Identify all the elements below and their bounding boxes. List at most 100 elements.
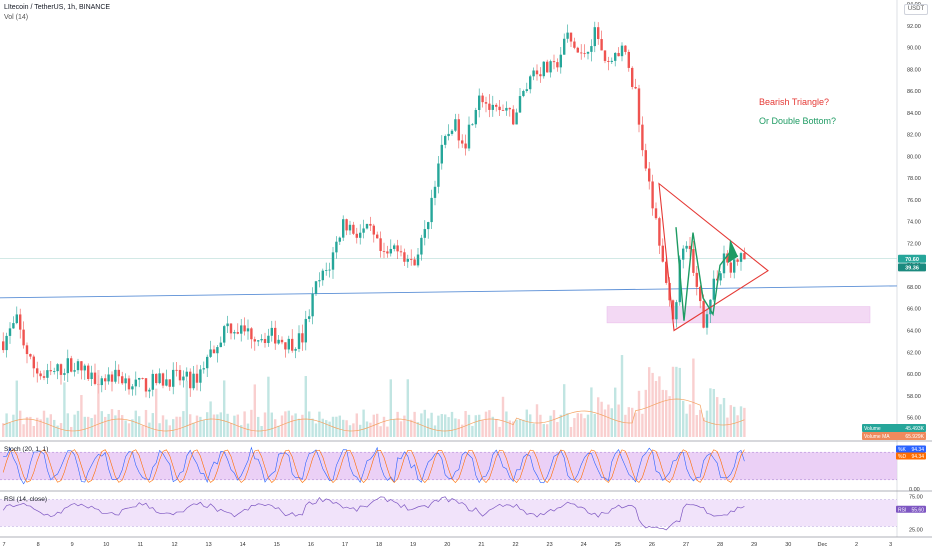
time-tick-label: 15 [274,542,280,548]
volume-bar [233,415,236,437]
volume-bar [206,412,209,437]
candle-body [280,339,284,343]
stoch-d-badge-bg [896,452,926,460]
annotation-bearish-triangle: Bearish Triangle? [759,97,829,107]
volume-bar [308,411,311,437]
candle-body [416,254,420,266]
volume-bar [284,411,287,437]
candle-body [12,323,15,329]
volume-bar [76,410,80,437]
volume-bar [580,413,583,437]
stoch-k-badge-tag: %K [898,447,906,453]
candle-body [172,369,175,387]
volume-bar [297,418,301,437]
volume-bar [345,420,348,437]
symbol-title[interactable]: LItecoin / TetherUS, 1h, BINANCE [4,4,111,11]
volume-bar [396,411,399,437]
candle-body [42,376,46,378]
candle-body [498,106,501,111]
candles-group [2,21,746,399]
volume-bar [410,419,413,437]
volume-bar [168,425,171,437]
volume-bar [321,418,324,437]
volume-bar [175,416,178,437]
candle-body [246,328,250,332]
candle-body [705,314,709,328]
candle-body [399,251,403,253]
candle-body [447,133,450,137]
candle-body [406,259,409,262]
volume-bar [141,425,144,437]
candle-body [522,90,525,97]
volume-bar [257,416,260,437]
volume-bar [42,410,46,437]
candle-body [454,119,457,131]
candle-body [508,107,511,110]
candle-body [297,333,301,349]
candle-body [314,281,318,294]
candle-body [719,273,722,281]
time-tick-label: 16 [308,542,314,548]
volume-bar [729,405,732,437]
time-tick-label: 9 [71,542,74,548]
rsi-band [0,499,897,527]
candle-body [539,74,542,77]
candle-body [155,373,158,384]
volume-bar [654,380,658,437]
volume-bar [454,418,457,437]
time-tick-label: Dec [818,542,828,548]
volume-bar [648,367,651,437]
volume-indicator-title[interactable]: Vol (14) [4,14,29,21]
candle-body [678,259,681,303]
price-tick-label: 62.00 [907,350,921,356]
price-tick-label: 80.00 [907,154,921,160]
candle-body [219,342,222,348]
volume-bar [593,413,596,437]
candle-body [49,370,52,372]
time-tick-label: 11 [138,542,144,548]
volume-bar [688,404,692,437]
volume-bar [481,419,484,437]
stoch-k-badge-value: 94.34 [911,447,924,453]
quote-currency-badge[interactable]: USDT [904,4,928,15]
volume-bar [277,425,280,437]
volume-bar [627,407,630,437]
candle-body [223,326,226,343]
volume-bar [549,415,552,437]
volume-bar [576,413,579,437]
volume-bar [274,419,277,437]
volume-bar [678,367,681,437]
candle-body [474,110,477,125]
candle-body [365,223,369,229]
volume-bar [73,414,76,437]
volume-bar [246,423,250,437]
candle-body [148,389,151,392]
candle-body [573,41,576,48]
candle-body [36,368,39,374]
volume-bar [692,358,695,437]
volume-bar [586,414,590,437]
candle-body [134,379,137,387]
candle-body [168,379,171,387]
candle-body [624,45,627,52]
candle-body [216,347,219,354]
candle-body [19,314,22,330]
candle-body [63,373,66,375]
candle-body [610,60,613,62]
bearish-triangle [658,182,769,332]
volume-bar [338,415,341,437]
candle-body [185,371,188,377]
time-tick-label: 30 [785,542,791,548]
stoch-band [0,452,897,480]
time-tick-label: 26 [649,542,655,548]
candle-body [257,340,260,342]
volume-bar [423,409,426,437]
candle-body [525,89,528,91]
volume-bar [325,420,328,437]
time-tick-label: 23 [547,542,553,548]
volume-bar [484,411,488,437]
candle-body [165,379,168,386]
volume-bar [733,406,736,437]
